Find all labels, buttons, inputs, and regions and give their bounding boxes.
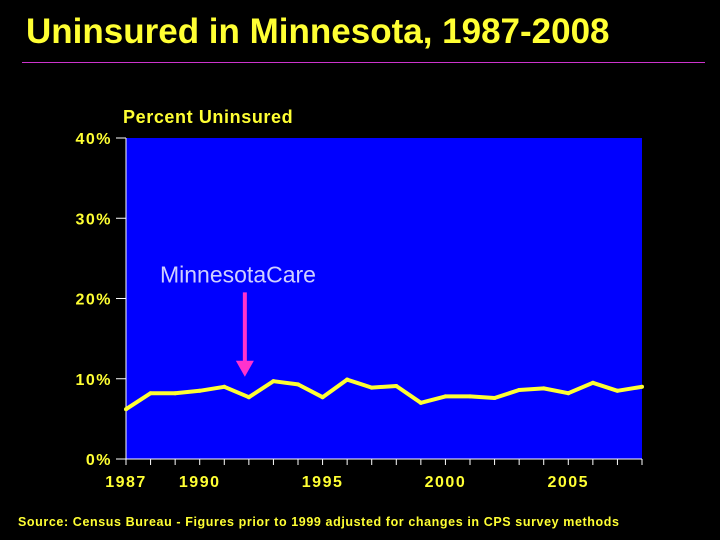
x-tick-label-1990: 1990 (179, 474, 221, 491)
data-point-2001 (468, 394, 472, 399)
annotation-minnesotacare: MinnesotaCare (160, 261, 316, 377)
y-tick-label-40: 40% (75, 131, 112, 148)
x-axis: 1987 1990 1995 2000 2005 (105, 458, 643, 491)
y-tick-label-0: 0% (86, 452, 112, 469)
data-point-1993 (271, 379, 276, 384)
data-point-2006 (590, 380, 595, 385)
y-axis: 0% 10% 20% 30% 40% (75, 131, 127, 469)
y-tick-label-30: 30% (75, 211, 112, 228)
chart-title: Percent Uninsured (123, 107, 293, 127)
data-point-2007 (615, 388, 620, 393)
data-point-2002 (492, 396, 497, 401)
data-point-1988 (148, 391, 153, 396)
x-tick-label-1995: 1995 (302, 474, 344, 491)
data-point-1991 (222, 384, 227, 389)
annotation-label: MinnesotaCare (160, 261, 316, 287)
data-point-1997 (369, 385, 374, 390)
plot-area (126, 138, 642, 459)
data-point-1992 (246, 395, 251, 400)
data-point-1995 (320, 395, 325, 400)
data-point-1990 (197, 388, 202, 393)
x-tick-label-2000: 2000 (425, 474, 467, 491)
data-point-1994 (296, 382, 300, 387)
source-note: Source: Census Bureau - Figures prior to… (18, 515, 620, 529)
series-line-percent-uninsured (124, 377, 643, 411)
data-point-1999 (418, 400, 423, 405)
x-tick-label-1987: 1987 (105, 474, 147, 491)
data-points (124, 377, 644, 412)
uninsured-line-chart: Percent Uninsured 0% 10% 20% 30% 40% 1987 199… (75, 107, 644, 491)
data-point-2008 (640, 384, 644, 389)
annotation-arrow-head (235, 360, 254, 377)
data-point-2005 (566, 391, 571, 396)
y-tick-label-20: 20% (75, 292, 112, 309)
data-point-2004 (541, 386, 546, 391)
title-divider (22, 62, 705, 63)
y-tick-label-10: 10% (75, 372, 112, 389)
data-point-1989 (173, 391, 178, 396)
data-point-1998 (394, 383, 399, 388)
data-point-1996 (345, 377, 350, 382)
slide-title: Uninsured in Minnesota, 1987-2008 (26, 12, 610, 51)
x-tick-label-2005: 2005 (547, 474, 589, 491)
data-point-2000 (443, 394, 448, 399)
data-point-2003 (517, 387, 522, 392)
data-point-1987 (124, 407, 128, 412)
